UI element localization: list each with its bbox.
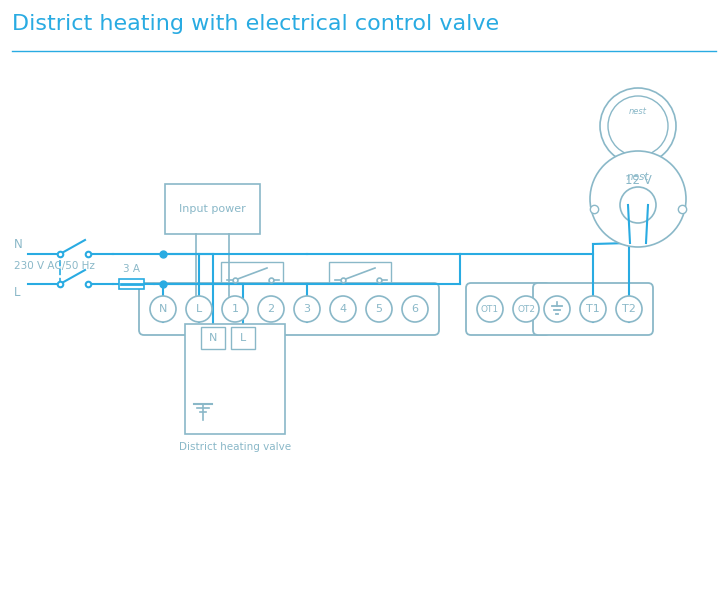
Text: 4: 4 <box>339 304 347 314</box>
Circle shape <box>590 151 686 247</box>
Text: District heating valve: District heating valve <box>179 442 291 452</box>
FancyBboxPatch shape <box>165 184 260 234</box>
Text: 1: 1 <box>232 304 239 314</box>
FancyBboxPatch shape <box>119 279 144 289</box>
Text: N: N <box>14 238 23 251</box>
FancyBboxPatch shape <box>533 283 653 335</box>
Text: District heating with electrical control valve: District heating with electrical control… <box>12 14 499 34</box>
Text: L: L <box>14 286 20 299</box>
Text: nest: nest <box>629 108 647 116</box>
Text: N: N <box>159 304 167 314</box>
Circle shape <box>150 296 176 322</box>
Circle shape <box>620 187 656 223</box>
Circle shape <box>186 296 212 322</box>
Circle shape <box>513 296 539 322</box>
Text: nest: nest <box>627 172 649 182</box>
Circle shape <box>330 296 356 322</box>
FancyBboxPatch shape <box>139 283 439 335</box>
Circle shape <box>608 96 668 156</box>
Circle shape <box>580 296 606 322</box>
FancyBboxPatch shape <box>466 283 550 335</box>
Circle shape <box>258 296 284 322</box>
Text: 3: 3 <box>304 304 311 314</box>
Text: 3 A: 3 A <box>123 264 140 274</box>
Circle shape <box>294 296 320 322</box>
Text: 2: 2 <box>267 304 274 314</box>
FancyBboxPatch shape <box>329 262 391 288</box>
FancyBboxPatch shape <box>221 262 283 288</box>
Circle shape <box>477 296 503 322</box>
Circle shape <box>600 88 676 164</box>
Text: Input power: Input power <box>179 204 246 214</box>
Text: OT2: OT2 <box>517 305 535 314</box>
FancyBboxPatch shape <box>185 324 285 434</box>
Text: 230 V AC/50 Hz: 230 V AC/50 Hz <box>14 261 95 271</box>
FancyBboxPatch shape <box>201 327 225 349</box>
Text: L: L <box>240 333 246 343</box>
Text: OT1: OT1 <box>481 305 499 314</box>
Text: T1: T1 <box>586 304 600 314</box>
Text: T2: T2 <box>622 304 636 314</box>
Text: 12 V: 12 V <box>625 174 652 187</box>
Text: N: N <box>209 333 217 343</box>
Text: L: L <box>196 304 202 314</box>
Circle shape <box>544 296 570 322</box>
Text: 5: 5 <box>376 304 382 314</box>
Circle shape <box>616 296 642 322</box>
FancyBboxPatch shape <box>231 327 255 349</box>
Text: 6: 6 <box>411 304 419 314</box>
Circle shape <box>402 296 428 322</box>
Circle shape <box>222 296 248 322</box>
Circle shape <box>366 296 392 322</box>
